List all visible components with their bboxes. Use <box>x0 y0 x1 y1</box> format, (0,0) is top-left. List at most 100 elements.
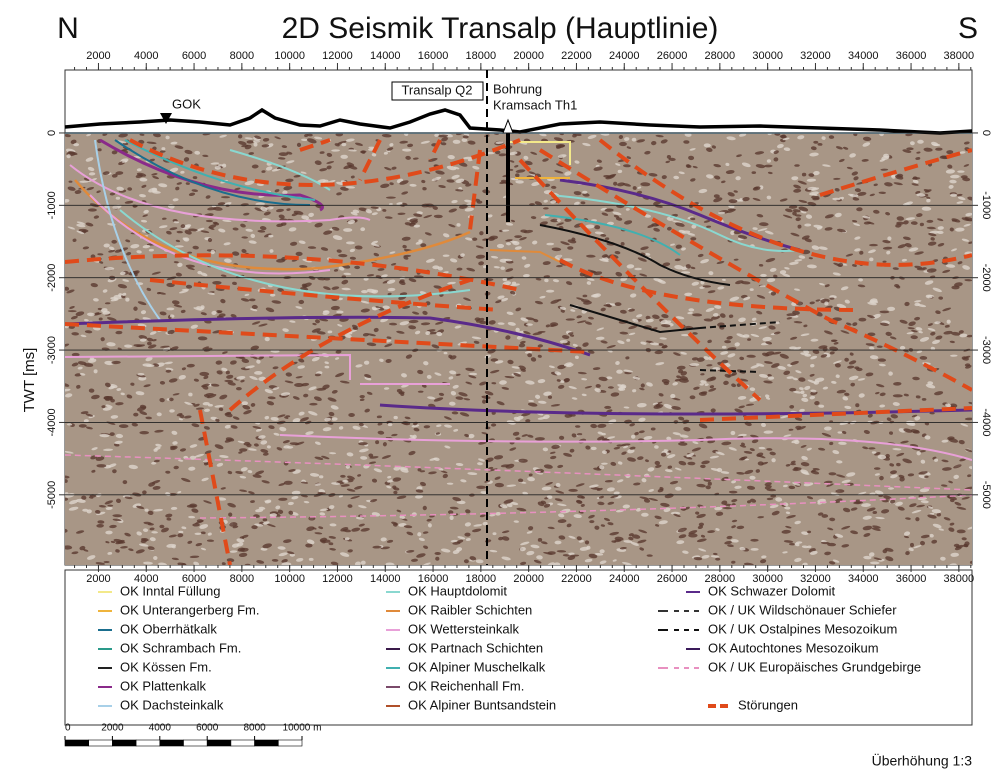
texture-dot <box>670 393 676 399</box>
texture-dot <box>499 380 507 385</box>
texture-dot <box>79 180 89 183</box>
texture-dot <box>382 305 390 310</box>
texture-dot <box>676 365 686 370</box>
texture-dot <box>724 373 731 378</box>
texture-dot <box>421 384 427 388</box>
legend-label: OK Unterangerberg Fm. <box>120 602 259 617</box>
texture-dot <box>641 478 647 483</box>
texture-dot <box>785 511 791 515</box>
texture-dot <box>272 366 279 370</box>
texture-dot <box>669 480 679 485</box>
texture-dot <box>236 538 245 543</box>
texture-dot <box>715 557 721 561</box>
texture-dot <box>105 506 113 510</box>
texture-dot <box>488 466 494 470</box>
texture-dot <box>258 323 268 327</box>
texture-dot <box>620 309 627 314</box>
texture-dot <box>615 271 623 277</box>
texture-dot <box>813 140 819 144</box>
texture-dot <box>386 539 394 543</box>
texture-dot <box>495 150 501 155</box>
texture-dot <box>188 515 196 519</box>
texture-dot <box>869 298 878 303</box>
texture-dot <box>441 136 448 142</box>
legend-label: OK Plattenkalk <box>120 678 206 693</box>
texture-dot <box>658 393 664 397</box>
texture-dot <box>358 505 367 509</box>
texture-dot <box>730 430 736 436</box>
texture-dot <box>401 236 411 241</box>
texture-dot <box>867 302 877 306</box>
texture-dot <box>188 192 196 197</box>
texture-dot <box>195 542 203 547</box>
texture-dot <box>496 401 505 406</box>
texture-dot <box>146 141 157 145</box>
texture-dot <box>563 452 573 457</box>
texture-dot <box>790 336 798 340</box>
texture-dot <box>220 274 227 277</box>
texture-dot <box>899 477 905 482</box>
texture-dot <box>820 354 828 358</box>
texture-dot <box>281 145 288 149</box>
texture-dot <box>803 349 810 354</box>
texture-dot <box>520 541 530 546</box>
texture-dot <box>813 170 820 176</box>
texture-dot <box>893 381 902 386</box>
texture-dot <box>189 555 200 559</box>
texture-dot <box>687 232 696 236</box>
texture-dot <box>545 289 555 293</box>
texture-dot <box>515 437 521 440</box>
texture-dot <box>927 241 937 246</box>
texture-dot <box>689 148 696 151</box>
texture-dot <box>320 247 329 251</box>
texture-dot <box>220 196 231 199</box>
texture-dot <box>909 542 915 548</box>
texture-dot <box>626 146 632 149</box>
texture-dot <box>645 459 649 463</box>
texture-dot <box>252 425 262 430</box>
texture-dot <box>850 507 858 511</box>
texture-dot <box>435 170 445 175</box>
texture-dot <box>728 490 738 494</box>
texture-dot <box>607 386 614 389</box>
texture-dot <box>295 251 303 256</box>
texture-dot <box>393 490 398 495</box>
texture-dot <box>146 337 154 342</box>
texture-dot <box>244 180 255 186</box>
texture-dot <box>680 333 690 337</box>
texture-dot <box>779 353 789 359</box>
texture-dot <box>518 365 526 371</box>
texture-dot <box>159 150 166 153</box>
texture-dot <box>678 460 687 466</box>
texture-dot <box>312 322 317 326</box>
texture-dot <box>301 138 308 142</box>
legend-label: OK Dachsteinkalk <box>120 697 224 712</box>
texture-dot <box>397 212 406 216</box>
texture-dot <box>184 149 193 155</box>
texture-dot <box>700 380 707 384</box>
scale-segment <box>206 739 232 747</box>
texture-dot <box>251 321 261 325</box>
texture-dot <box>800 469 809 475</box>
texture-dot <box>500 266 506 270</box>
texture-dot <box>798 206 809 212</box>
x-tick-label: 14000 <box>370 573 401 585</box>
texture-dot <box>919 355 928 360</box>
texture-dot <box>338 426 344 430</box>
texture-dot <box>858 278 863 282</box>
x-tick-label: 16000 <box>418 50 449 62</box>
texture-dot <box>87 312 95 317</box>
texture-dot <box>829 351 835 355</box>
texture-dot <box>704 383 709 386</box>
texture-dot <box>769 504 779 509</box>
texture-dot <box>758 446 766 450</box>
texture-dot <box>654 445 659 449</box>
texture-dot <box>532 240 538 245</box>
texture-dot <box>495 141 504 144</box>
texture-dot <box>277 414 286 418</box>
y-tick-label: 0 <box>980 130 992 136</box>
texture-dot <box>761 422 766 428</box>
texture-dot <box>895 223 902 228</box>
texture-dot <box>359 394 365 399</box>
